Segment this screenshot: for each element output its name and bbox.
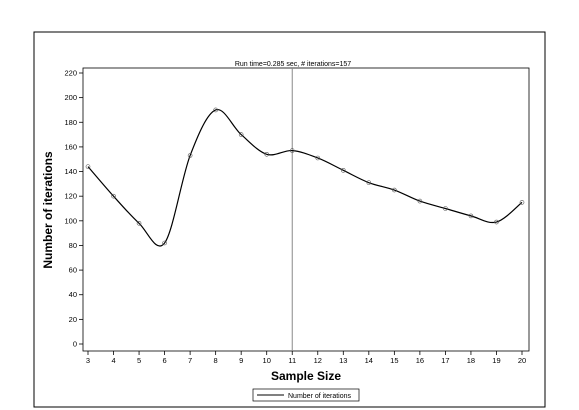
x-tick-label: 19 (492, 356, 500, 365)
y-tick-label: 140 (64, 167, 77, 176)
x-axis: 3 4 5 6 7 8 9 10 11 12 13 14 15 16 17 18 19 20 (86, 351, 526, 365)
y-tick-label: 60 (69, 266, 77, 275)
y-axis-title: Number of iterations (41, 151, 55, 269)
data-point (187, 153, 193, 158)
x-tick-label: 15 (390, 356, 398, 365)
y-tick-label: 20 (69, 315, 77, 324)
data-point (417, 198, 423, 204)
series-line-number-of-iterations (87, 109, 523, 247)
y-tick-label: 40 (69, 290, 77, 299)
x-tick-label: 14 (365, 356, 373, 365)
legend-box (252, 388, 360, 402)
y-tick-label: 220 (64, 69, 77, 78)
x-tick-label: 5 (137, 356, 141, 365)
x-tick-label: 7 (188, 356, 192, 365)
x-tick-label: 12 (314, 356, 322, 365)
data-markers (85, 107, 525, 246)
chart-title: Run time=0.285 sec, # iterations=157 (235, 61, 351, 68)
data-point (136, 220, 142, 226)
x-tick-label: 13 (339, 356, 347, 365)
x-tick-label: 20 (518, 356, 526, 365)
x-tick-label: 8 (214, 356, 218, 365)
data-point (494, 219, 499, 225)
x-axis-title: Sample Size (271, 369, 341, 383)
x-tick-label: 3 (86, 356, 90, 365)
data-point (519, 200, 525, 205)
x-tick-label: 9 (239, 356, 243, 365)
data-point (111, 193, 116, 199)
x-tick-label: 11 (288, 356, 296, 365)
data-point (289, 148, 295, 153)
y-tick-label: 120 (64, 192, 77, 201)
x-tick-label: 4 (111, 356, 115, 365)
y-axis: 0 20 40 60 80 100 120 140 160 180 200 220 (64, 69, 83, 349)
data-point (213, 107, 218, 113)
x-tick-label: 17 (441, 356, 449, 365)
data-point (315, 155, 321, 161)
data-point (85, 164, 91, 169)
y-tick-label: 100 (64, 216, 77, 225)
data-point (366, 180, 372, 185)
data-point (162, 240, 167, 246)
y-tick-label: 0 (73, 340, 77, 349)
data-point (340, 168, 346, 173)
x-tick-label: 10 (263, 356, 271, 365)
x-tick-label: 18 (467, 356, 475, 365)
x-tick-label: 6 (163, 356, 167, 365)
y-tick-label: 200 (64, 93, 77, 102)
plot-area (82, 67, 530, 352)
y-tick-label: 160 (64, 142, 77, 151)
data-point (443, 206, 448, 211)
y-tick-label: 80 (69, 241, 77, 250)
data-point (468, 213, 474, 219)
y-tick-label: 180 (64, 118, 77, 127)
data-point (238, 132, 244, 137)
x-tick-label: 16 (416, 356, 424, 365)
legend: Number of iterations (252, 388, 360, 402)
data-point (264, 152, 270, 157)
legend-label: Number of iterations (288, 393, 352, 400)
data-point (392, 187, 397, 193)
